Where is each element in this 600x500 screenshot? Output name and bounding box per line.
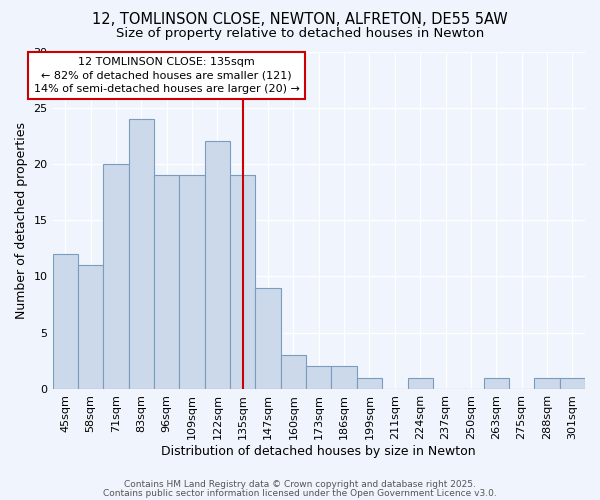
Bar — [78, 265, 103, 389]
Bar — [407, 378, 433, 389]
Y-axis label: Number of detached properties: Number of detached properties — [15, 122, 28, 318]
Text: Size of property relative to detached houses in Newton: Size of property relative to detached ho… — [116, 28, 484, 40]
Bar — [179, 175, 205, 389]
Bar — [205, 142, 230, 389]
Text: 12 TOMLINSON CLOSE: 135sqm
← 82% of detached houses are smaller (121)
14% of sem: 12 TOMLINSON CLOSE: 135sqm ← 82% of deta… — [34, 57, 299, 94]
Bar — [534, 378, 560, 389]
Bar — [128, 119, 154, 389]
Bar — [103, 164, 128, 389]
Bar — [256, 288, 281, 389]
Bar — [560, 378, 585, 389]
Bar — [484, 378, 509, 389]
Bar — [331, 366, 357, 389]
Bar — [281, 355, 306, 389]
Bar — [357, 378, 382, 389]
Bar — [306, 366, 331, 389]
Text: 12, TOMLINSON CLOSE, NEWTON, ALFRETON, DE55 5AW: 12, TOMLINSON CLOSE, NEWTON, ALFRETON, D… — [92, 12, 508, 28]
X-axis label: Distribution of detached houses by size in Newton: Distribution of detached houses by size … — [161, 444, 476, 458]
Text: Contains public sector information licensed under the Open Government Licence v3: Contains public sector information licen… — [103, 490, 497, 498]
Bar — [53, 254, 78, 389]
Bar — [230, 175, 256, 389]
Bar — [154, 175, 179, 389]
Text: Contains HM Land Registry data © Crown copyright and database right 2025.: Contains HM Land Registry data © Crown c… — [124, 480, 476, 489]
